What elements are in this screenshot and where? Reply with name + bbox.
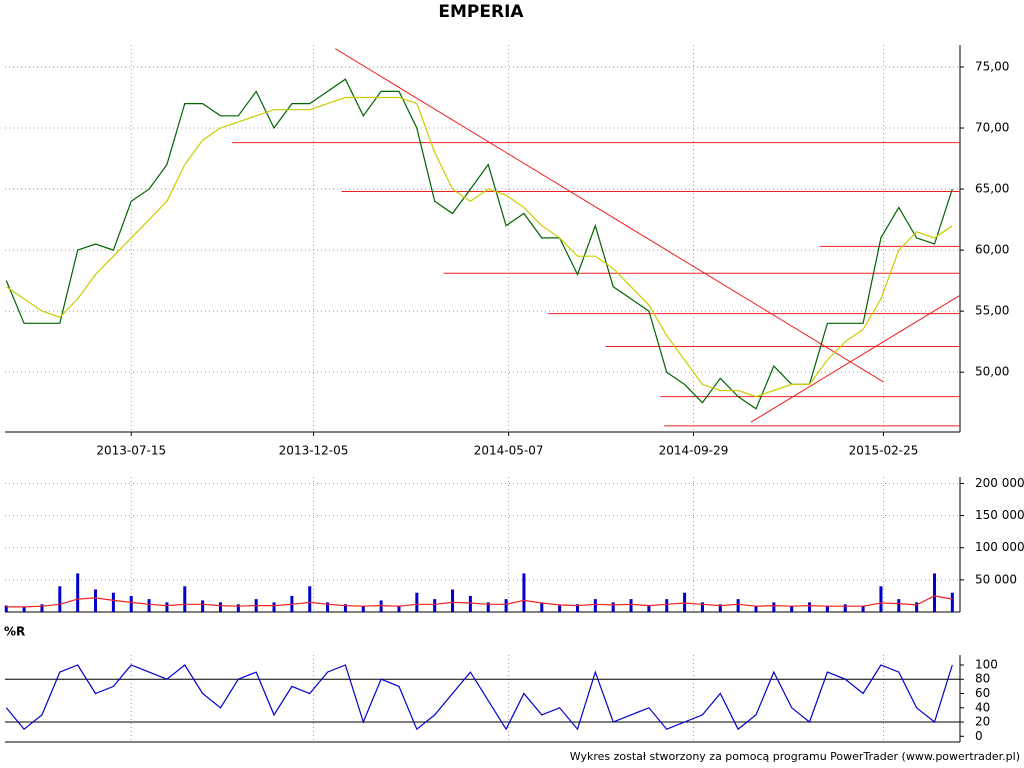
volume-bar (326, 602, 330, 612)
volume-bar (343, 604, 347, 612)
volume-bar (415, 592, 419, 612)
volume-bar (736, 599, 740, 612)
y-tick-label: 55,00 (975, 304, 1009, 318)
volume-bar (915, 602, 919, 612)
y-tick-label: 65,00 (975, 182, 1009, 196)
volume-bar (950, 592, 954, 612)
volume-bar (772, 602, 776, 612)
volume-bar (754, 605, 758, 612)
series-line (5, 664, 953, 731)
y-tick-label: 40 (975, 700, 990, 714)
volume-bar (76, 573, 80, 612)
volume-bar (433, 599, 437, 612)
volume-bar (361, 605, 365, 612)
x-tick-label: 2015-02-25 (849, 444, 919, 458)
volume-bar (111, 592, 115, 612)
volume-bar (540, 602, 544, 612)
volume-bar (40, 604, 44, 612)
volume-bar (825, 605, 829, 612)
x-tick-label: 2013-07-15 (96, 444, 166, 458)
y-tick-label: 100 (975, 657, 998, 671)
y-tick-label: 50,00 (975, 365, 1009, 379)
volume-bar (843, 604, 847, 612)
y-tick-label: 200 000 (975, 476, 1024, 490)
volume-bar (468, 595, 472, 612)
volume-bar (379, 600, 383, 612)
volume-bar (129, 595, 133, 612)
y-tick-label: 60 (975, 686, 990, 700)
y-tick-label: 0 (975, 729, 983, 743)
x-tick-label: 2014-09-29 (659, 444, 729, 458)
volume-bar (522, 573, 526, 612)
volume-bar (486, 602, 490, 612)
volume-bar (790, 605, 794, 612)
volume-bar (4, 605, 8, 612)
y-tick-label: 75,00 (975, 59, 1009, 73)
volume-bar (558, 605, 562, 612)
y-tick-label: 80 (975, 672, 990, 686)
trend-line (750, 294, 961, 423)
volume-bar (808, 602, 812, 612)
volume-bar (700, 602, 704, 612)
series-line (5, 78, 953, 410)
volume-bar (218, 602, 222, 612)
series-line (5, 96, 953, 398)
volume-bar (932, 573, 936, 612)
volume-bar (611, 602, 615, 612)
y-tick-label: 100 000 (975, 540, 1024, 554)
volume-bar (575, 604, 579, 612)
y-tick-label: 60,00 (975, 243, 1009, 257)
volume-bar (308, 586, 312, 612)
volume-bar (183, 586, 187, 612)
volume-bar (22, 606, 26, 612)
volume-bar (165, 602, 169, 612)
volume-bar (665, 599, 669, 612)
volume-bar (879, 586, 883, 612)
volume-bar (647, 605, 651, 612)
panel-title: %R (4, 625, 25, 639)
trend-line (334, 48, 884, 383)
volume-bar (683, 592, 687, 612)
x-tick-label: 2013-12-05 (279, 444, 349, 458)
volume-bar (272, 602, 276, 612)
volume-bar (629, 599, 633, 612)
volume-bar (201, 600, 205, 612)
footer: Wykres został stworzony za pomocą progra… (570, 750, 1020, 763)
volume-bar (147, 599, 151, 612)
volume-bar (504, 599, 508, 612)
y-tick-label: 70,00 (975, 121, 1009, 135)
volume-bar (451, 589, 455, 612)
volume-bar (58, 586, 62, 612)
series-line (6, 595, 953, 608)
volume-bar (897, 599, 901, 612)
volume-bar (718, 604, 722, 612)
volume-bar (94, 589, 98, 612)
x-tick-label: 2014-05-07 (474, 444, 544, 458)
y-tick-label: 20 (975, 715, 990, 729)
volume-bar (861, 605, 865, 612)
y-tick-label: 150 000 (975, 508, 1024, 522)
chart-title: EMPERIA (438, 2, 524, 22)
volume-bar (236, 604, 240, 612)
volume-bar (397, 605, 401, 612)
volume-bar (593, 599, 597, 612)
y-tick-label: 50 000 (975, 572, 1017, 586)
